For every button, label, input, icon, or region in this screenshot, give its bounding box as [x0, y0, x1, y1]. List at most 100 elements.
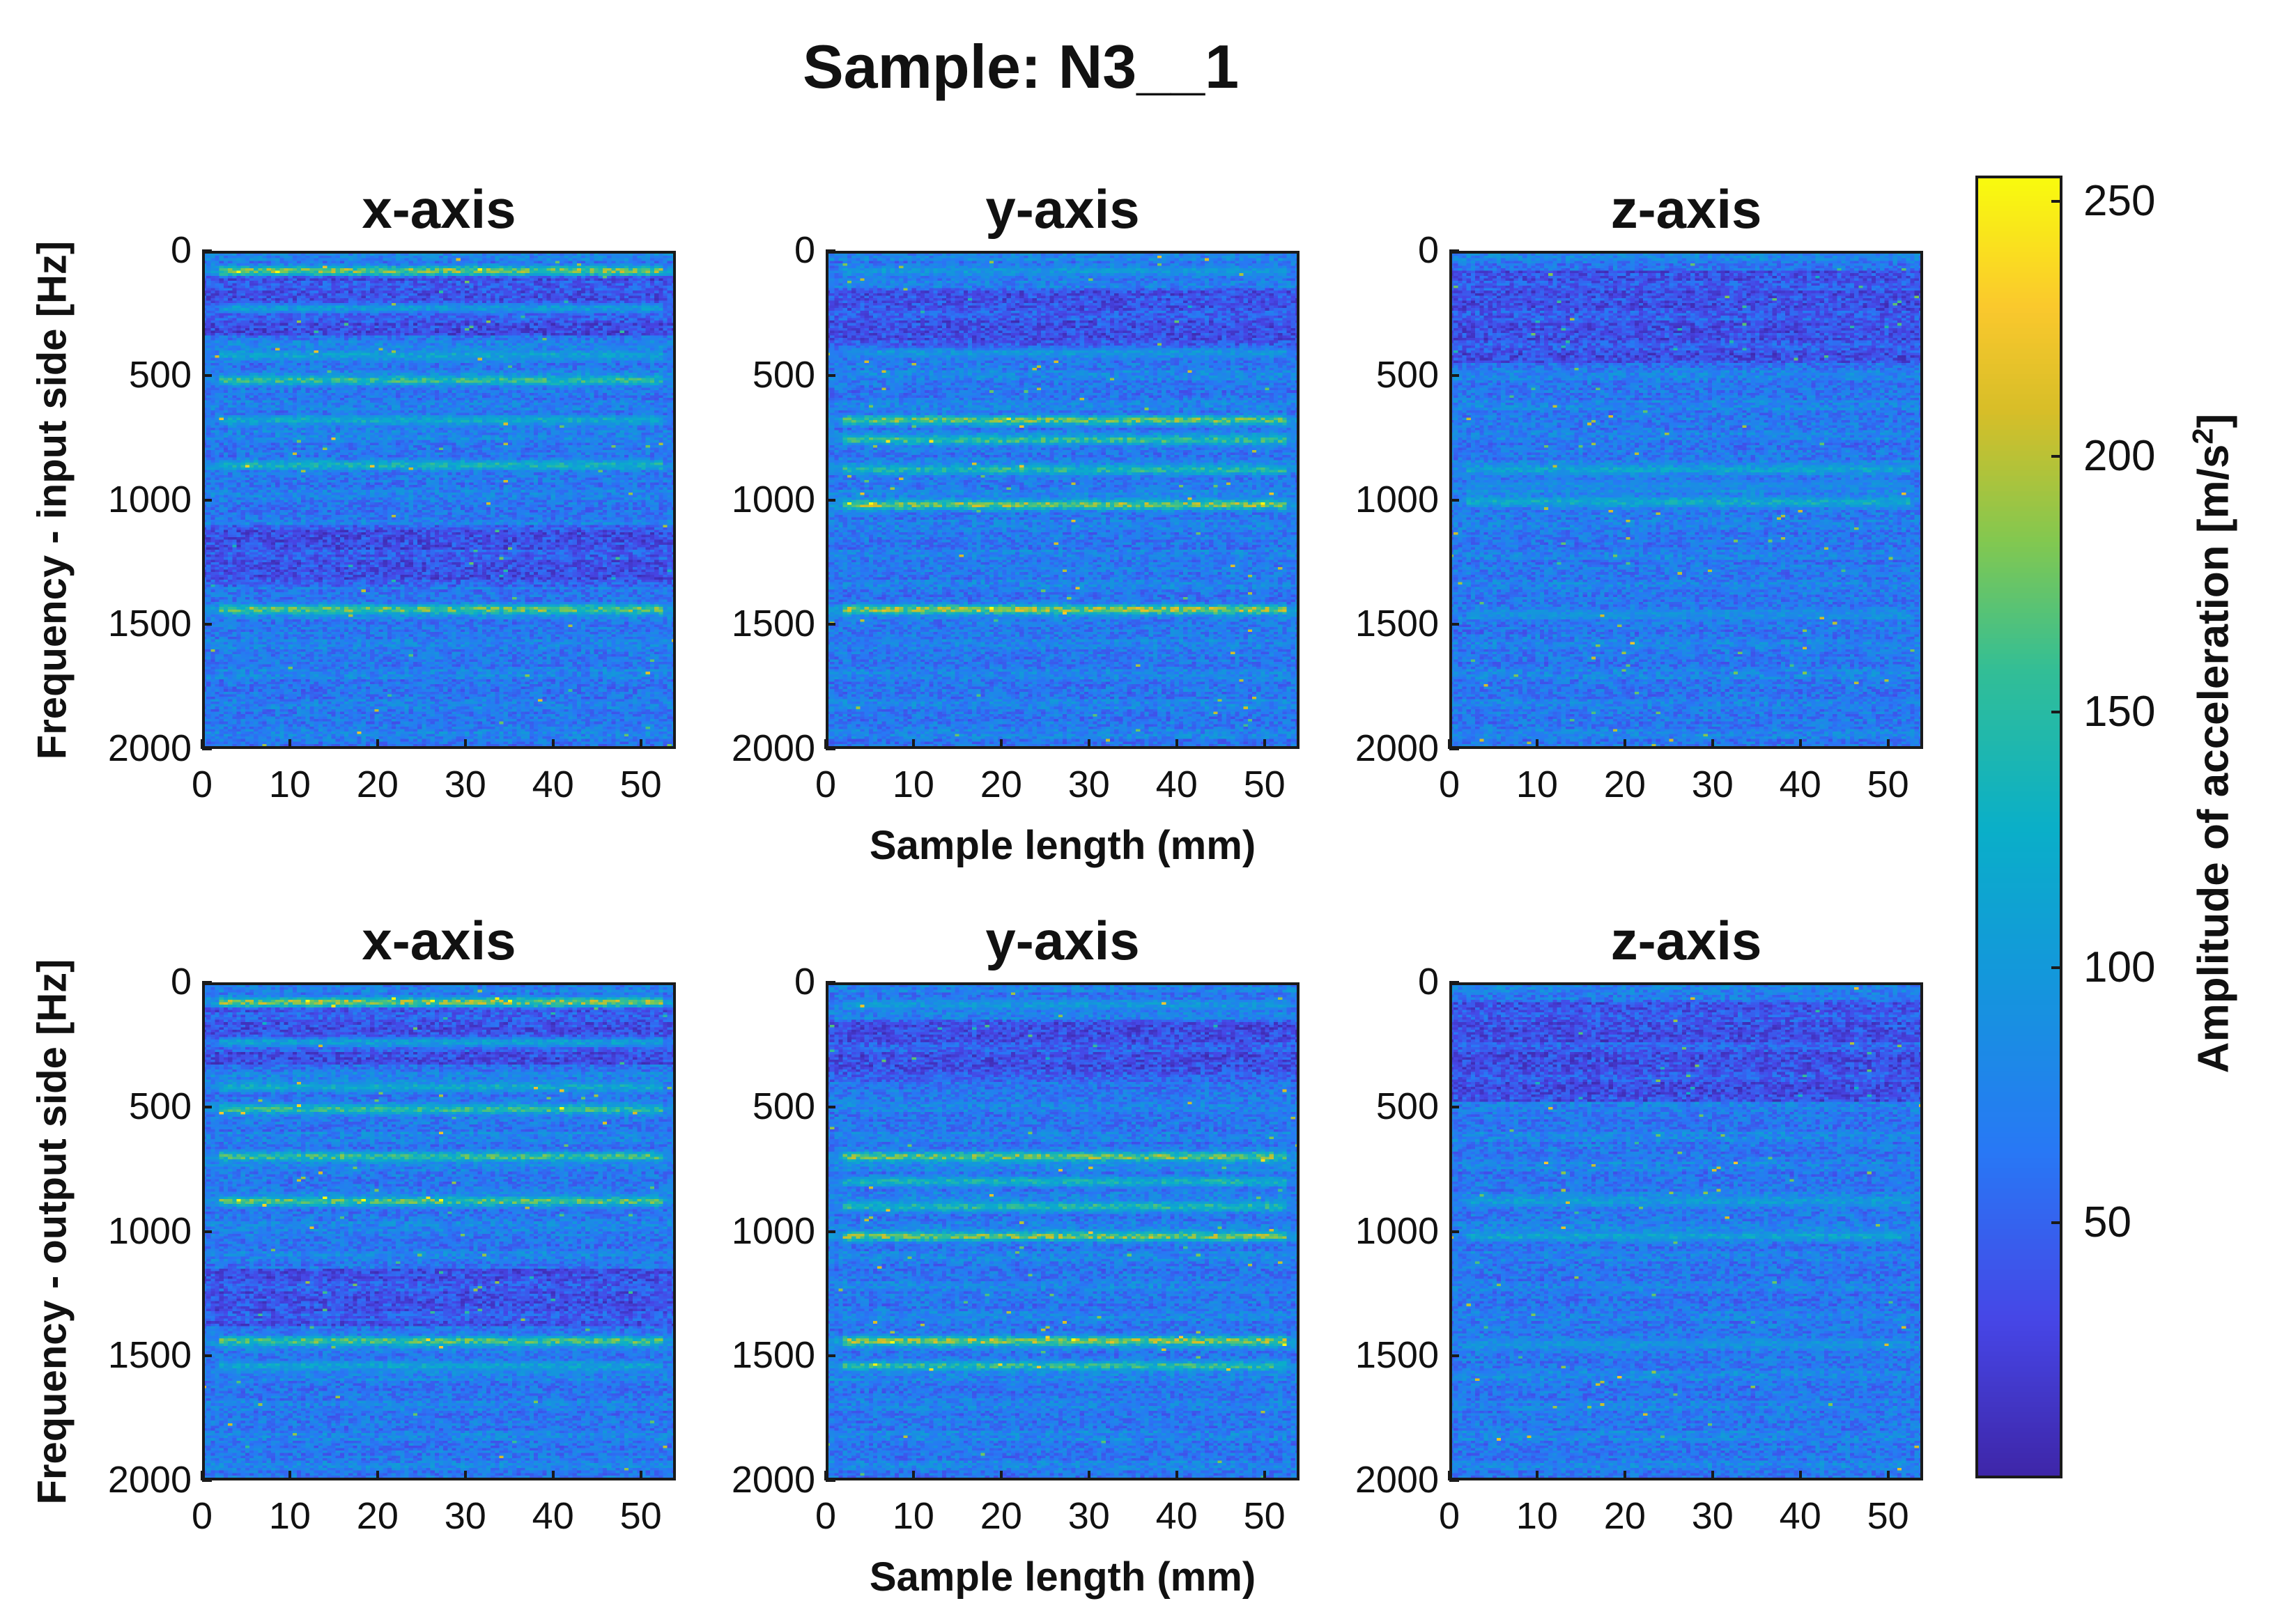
- x-tick-mark: [463, 739, 467, 749]
- y-tick-mark: [202, 1230, 212, 1233]
- y-tick-mark: [202, 623, 212, 626]
- y-tick-mark: [202, 981, 212, 984]
- x-tick-mark: [1087, 1471, 1090, 1480]
- x-tick-label: 0: [1438, 1495, 1460, 1537]
- y-tick-label: 2000: [1355, 727, 1439, 769]
- y-tick-label: 2000: [1355, 1459, 1439, 1501]
- x-tick-label: 20: [356, 764, 399, 805]
- y-tick-mark: [826, 623, 835, 626]
- y-tick-mark: [202, 1105, 212, 1108]
- x-tick-mark: [1886, 1471, 1890, 1480]
- x-tick-mark: [201, 1471, 203, 1480]
- colorbar-tick-label: 200: [2083, 432, 2156, 481]
- y-tick-label: 1000: [731, 1209, 815, 1252]
- y-tick-label: 1000: [107, 1209, 192, 1252]
- heatmap-image: [1449, 251, 1923, 749]
- panel-title: x-axis: [362, 910, 516, 971]
- y-tick-label: 1500: [1355, 603, 1439, 645]
- y-tick-label: 2000: [107, 727, 192, 769]
- x-tick-label: 10: [268, 764, 311, 805]
- y-tick-label: 0: [794, 229, 815, 271]
- x-tick-label: 0: [191, 764, 213, 805]
- x-tick-label: 0: [815, 764, 837, 805]
- heatmap-image: [202, 982, 676, 1480]
- x-tick-mark: [824, 739, 827, 749]
- colorbar-frame: [1975, 176, 2062, 1478]
- y-tick-label: 1500: [731, 1334, 815, 1377]
- colorbar-tick-label: 150: [2083, 688, 2156, 736]
- y-tick-label: 1500: [107, 603, 192, 645]
- x-tick-mark: [1448, 739, 1451, 749]
- x-tick-label: 0: [1438, 764, 1460, 805]
- x-tick-label: 50: [1867, 1495, 1909, 1537]
- y-tick-mark: [202, 1354, 212, 1358]
- x-tick-mark: [1263, 739, 1266, 749]
- y-tick-mark: [1449, 623, 1459, 626]
- y-tick-mark: [1449, 1479, 1459, 1482]
- colorbar-label-superscript: 2: [2186, 428, 2219, 444]
- panel-title: z-axis: [1610, 178, 1762, 240]
- y-tick-mark: [202, 249, 212, 252]
- y-tick-label: 1000: [1355, 478, 1439, 520]
- x-tick-mark: [999, 739, 1003, 749]
- panel-title: y-axis: [985, 178, 1140, 240]
- x-tick-mark: [639, 739, 642, 749]
- x-tick-mark: [201, 739, 203, 749]
- x-tick-label: 0: [815, 1495, 837, 1537]
- x-tick-label: 10: [1516, 1495, 1558, 1537]
- y-tick-mark: [1449, 1230, 1459, 1233]
- x-tick-label: 40: [532, 764, 574, 805]
- x-tick-mark: [1175, 739, 1178, 749]
- x-tick-mark: [1087, 739, 1090, 749]
- y-tick-label: 1500: [1355, 1334, 1439, 1377]
- colorbar-label-text: Amplitude of acceleration [m/s: [2189, 444, 2238, 1074]
- x-tick-mark: [911, 739, 915, 749]
- x-tick-label: 30: [1067, 1495, 1110, 1537]
- y-tick-label: 2000: [731, 1459, 815, 1501]
- figure-title: Sample: N3__1: [802, 32, 1240, 101]
- x-tick-label: 0: [191, 1495, 213, 1537]
- x-tick-label: 40: [1779, 764, 1821, 805]
- y-tick-mark: [826, 1354, 835, 1358]
- x-tick-mark: [1798, 1471, 1802, 1480]
- y-tick-label: 0: [1417, 961, 1439, 1003]
- y-tick-label: 1500: [107, 1334, 192, 1377]
- x-axis-label: Sample length (mm): [869, 823, 1256, 868]
- x-tick-mark: [1711, 739, 1714, 749]
- x-tick-label: 20: [1603, 1495, 1646, 1537]
- x-tick-mark: [463, 1471, 467, 1480]
- x-tick-mark: [551, 739, 555, 749]
- colorbar-tick-label: 50: [2083, 1198, 2131, 1247]
- x-tick-mark: [1448, 1471, 1451, 1480]
- panel-frame: [1449, 251, 1923, 749]
- x-tick-mark: [376, 739, 379, 749]
- colorbar-tick-mark: [2051, 711, 2062, 713]
- x-tick-label: 30: [1691, 764, 1734, 805]
- x-tick-mark: [911, 1471, 915, 1480]
- y-tick-label: 500: [752, 1085, 815, 1127]
- x-tick-label: 40: [532, 1495, 574, 1537]
- y-tick-label: 500: [1375, 353, 1439, 396]
- x-tick-label: 40: [1779, 1495, 1821, 1537]
- y-tick-label: 500: [128, 1085, 192, 1127]
- x-axis-label: Sample length (mm): [869, 1554, 1256, 1600]
- x-tick-mark: [551, 1471, 555, 1480]
- x-tick-mark: [1535, 739, 1538, 749]
- x-tick-label: 20: [1603, 764, 1646, 805]
- x-tick-mark: [999, 1471, 1003, 1480]
- x-tick-mark: [1711, 1471, 1714, 1480]
- colorbar-tick-label: 100: [2083, 943, 2156, 991]
- y-tick-mark: [1449, 1354, 1459, 1358]
- y-tick-mark: [1449, 1105, 1459, 1108]
- y-tick-mark: [826, 1479, 835, 1482]
- colorbar-tick-label: 250: [2083, 176, 2156, 225]
- panel-frame: [202, 982, 676, 1480]
- colorbar: [1975, 176, 2062, 1478]
- y-tick-mark: [202, 748, 212, 750]
- heatmap-image: [826, 251, 1300, 749]
- x-tick-label: 30: [1691, 1495, 1734, 1537]
- x-tick-mark: [1535, 1471, 1538, 1480]
- x-tick-mark: [1886, 739, 1890, 749]
- y-tick-mark: [1449, 373, 1459, 377]
- heatmap-image: [826, 982, 1300, 1480]
